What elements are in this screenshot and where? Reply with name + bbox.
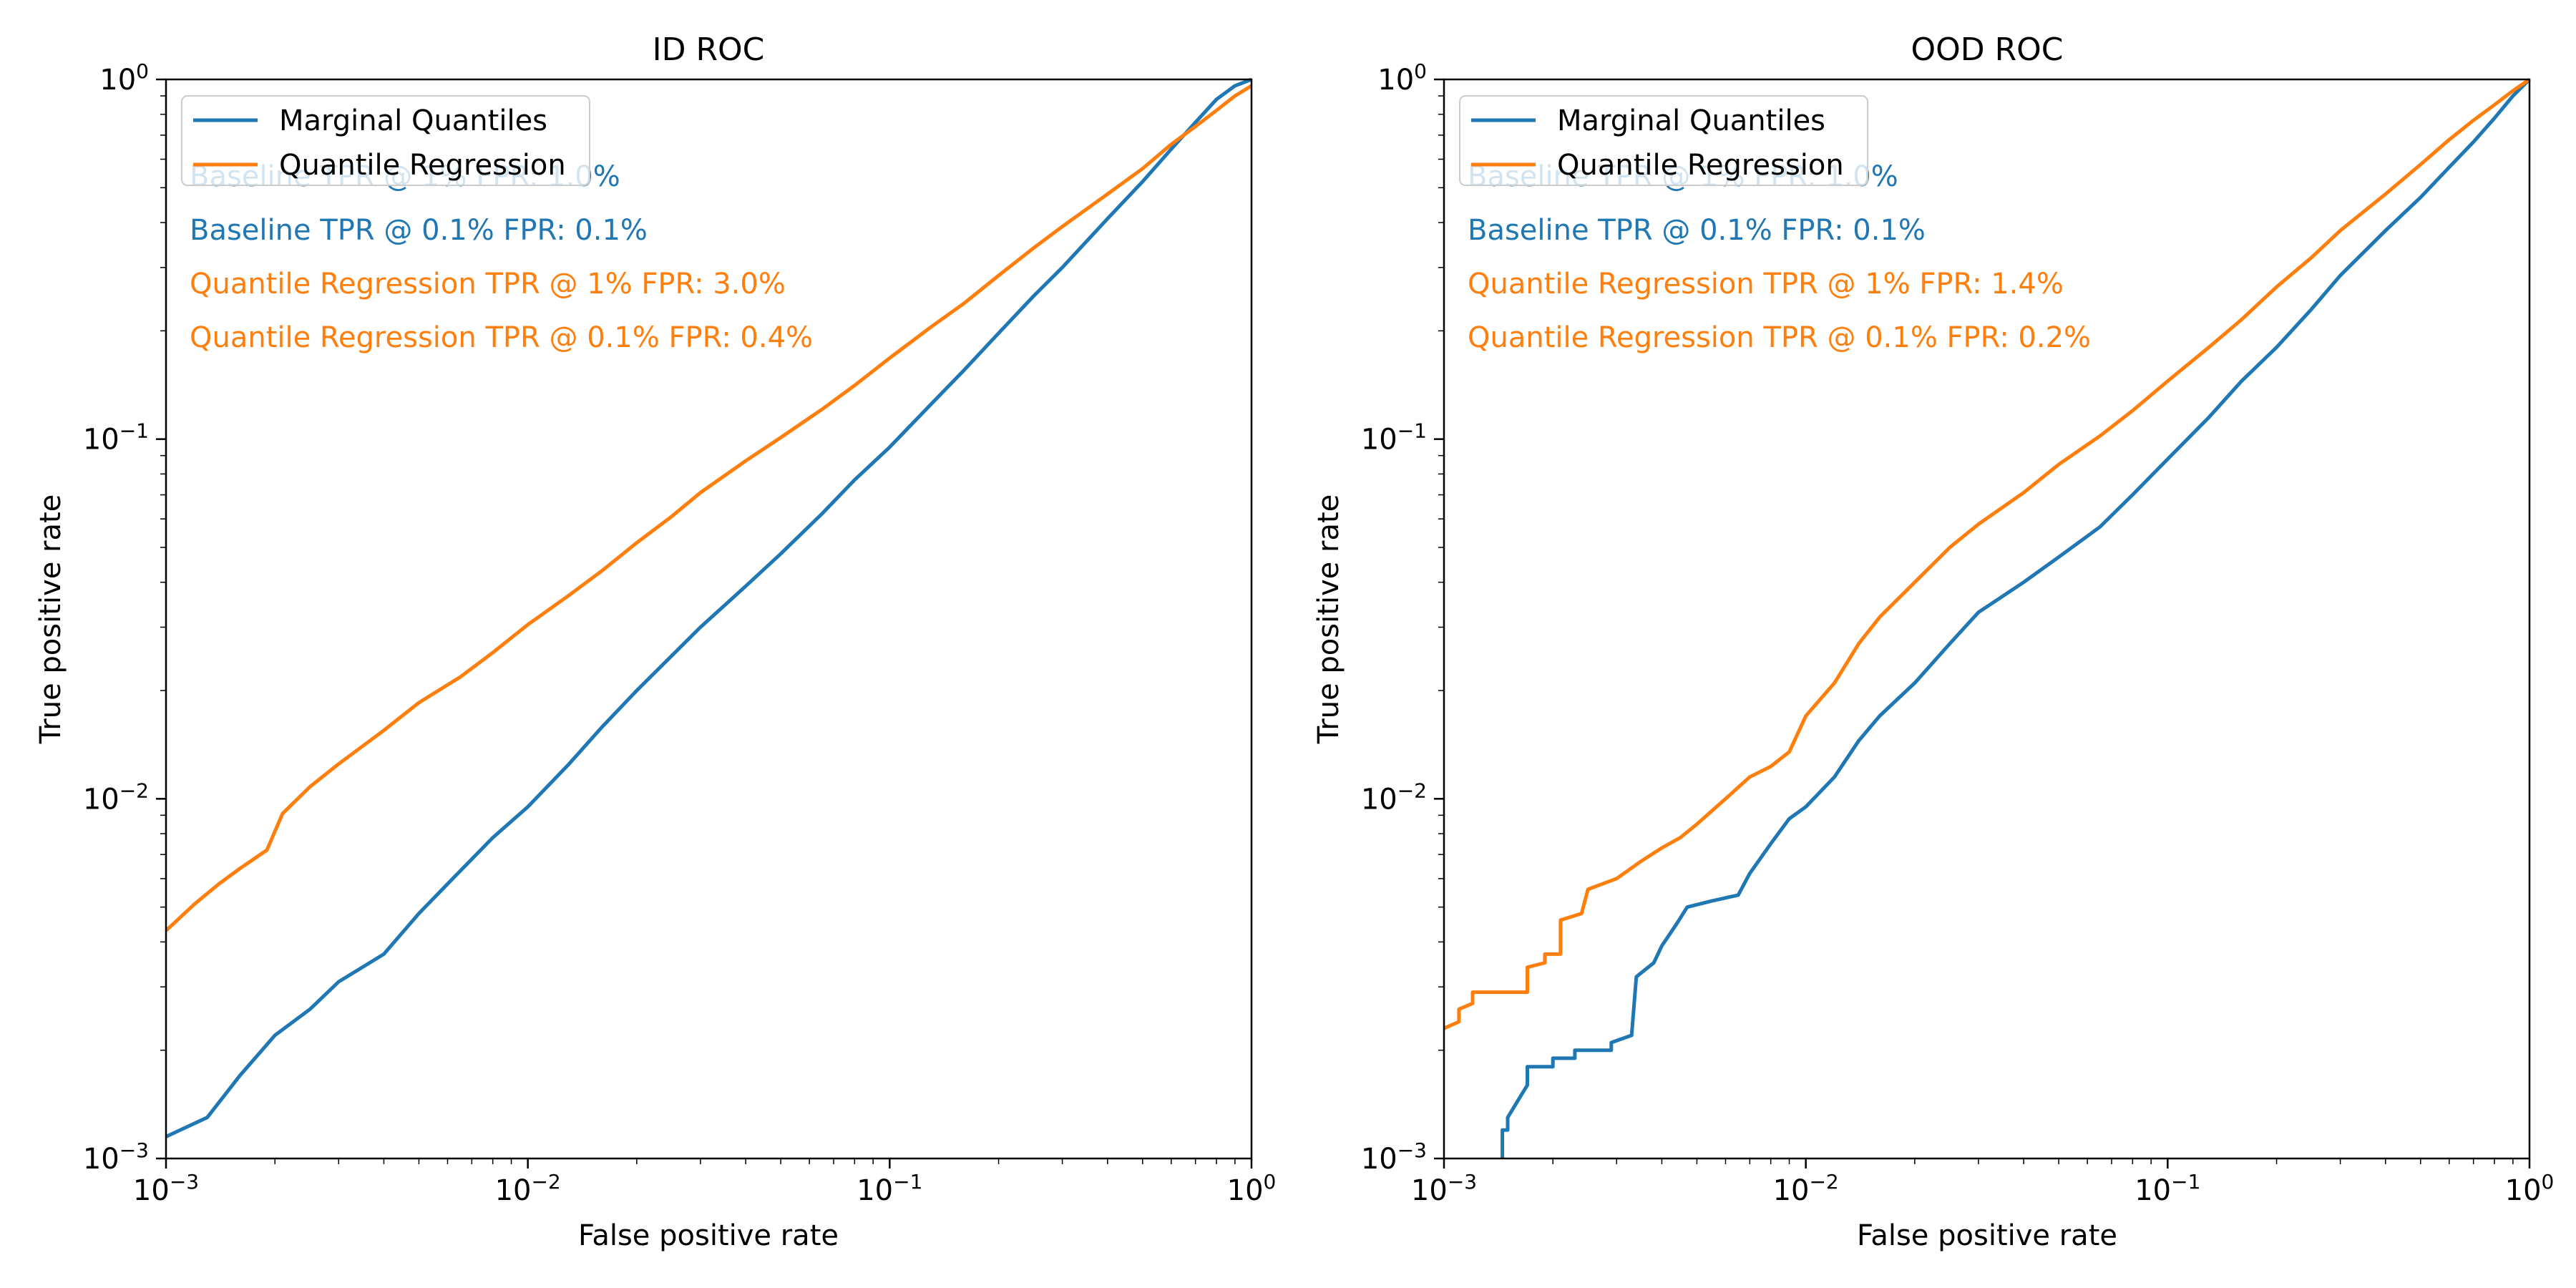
legend-label: Quantile Regression [279, 149, 566, 182]
plot-lines [1443, 77, 2531, 1158]
chart-title: OOD ROC [1911, 31, 2063, 68]
x-axis-label: False positive rate [1857, 1219, 2117, 1252]
series-line-marginal-quantiles [1501, 78, 2531, 1158]
legend-label: Marginal Quantiles [1557, 104, 1825, 137]
plot-frame [165, 78, 1253, 1160]
legend: Marginal Quantiles Quantile Regression [1459, 95, 1868, 186]
ood-roc-panel: OOD ROC False positive rate True positiv… [1312, 31, 2554, 1252]
series-line-quantile-regression [165, 84, 1253, 932]
annotation-text: Quantile Regression TPR @ 1% FPR: 1.4% [1468, 268, 2064, 301]
x-tick-label: 10−2 [495, 1170, 561, 1207]
y-axis-label: True positive rate [1312, 494, 1345, 745]
y-axis-label: True positive rate [34, 494, 67, 745]
annotation-text: Quantile Regression TPR @ 0.1% FPR: 0.2% [1468, 321, 2091, 354]
id-roc-panel: ID ROC False positive rate True positive… [34, 31, 1276, 1252]
series-line-quantile-regression [1443, 77, 2531, 1030]
legend-label: Quantile Regression [1557, 149, 1844, 182]
legend: Marginal Quantiles Quantile Regression [181, 95, 590, 186]
plot-lines [165, 77, 1253, 1138]
x-tick-label: 10−1 [2135, 1170, 2200, 1207]
x-axis-label: False positive rate [578, 1219, 839, 1252]
legend-box [1459, 95, 1868, 186]
legend-box [181, 95, 590, 186]
annotation-text: Quantile Regression TPR @ 0.1% FPR: 0.4% [190, 321, 813, 354]
plot-frame [1443, 78, 2531, 1160]
legend-label: Marginal Quantiles [279, 104, 547, 137]
series-line-marginal-quantiles [165, 77, 1252, 1138]
annotation-text: Baseline TPR @ 0.1% FPR: 0.1% [1468, 214, 1926, 247]
chart-title: ID ROC [653, 31, 765, 68]
annotation-text: Quantile Regression TPR @ 1% FPR: 3.0% [190, 268, 786, 301]
annotation-text: Baseline TPR @ 0.1% FPR: 0.1% [190, 214, 648, 247]
